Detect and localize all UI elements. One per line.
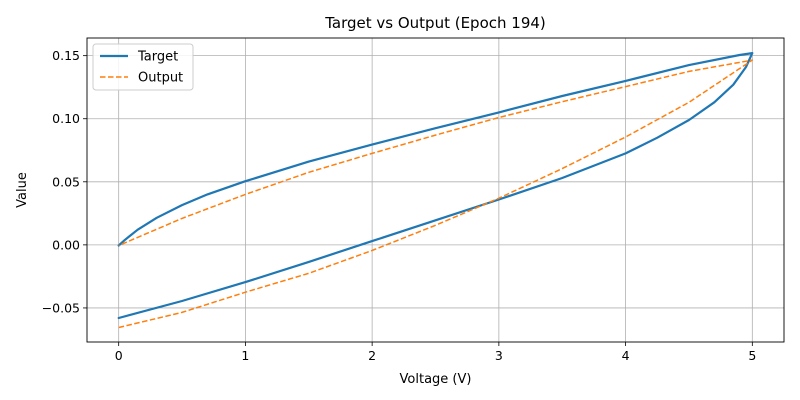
y-axis-label: Value [15, 172, 30, 208]
x-axis-label: Voltage (V) [400, 372, 472, 387]
x-tick-label: 3 [495, 348, 503, 363]
grid [87, 38, 784, 342]
y-ticks: −0.05 0.00 0.05 0.10 0.15 [42, 48, 87, 315]
x-tick-label: 4 [622, 348, 630, 363]
x-tick-label: 0 [115, 348, 123, 363]
plot-frame [86, 37, 785, 343]
x-tick-label: 2 [368, 348, 376, 363]
x-ticks: 0 1 2 3 4 5 [115, 342, 756, 363]
y-tick-label: 0.10 [52, 111, 80, 126]
series-output-line [118, 59, 754, 329]
series-target-line [117, 51, 754, 320]
series-layer [117, 51, 754, 329]
chart-title: Target vs Output (Epoch 194) [324, 14, 546, 32]
x-tick-label: 5 [748, 348, 756, 363]
x-tick-label: 1 [241, 348, 249, 363]
legend-label-target: Target [137, 50, 178, 65]
legend-label-output: Output [138, 71, 183, 86]
y-tick-label: 0.05 [52, 174, 80, 189]
y-tick-label: 0.15 [52, 48, 80, 63]
y-tick-label: −0.05 [42, 300, 80, 315]
y-tick-label: 0.00 [52, 237, 80, 252]
legend: Target Output [92, 43, 194, 91]
